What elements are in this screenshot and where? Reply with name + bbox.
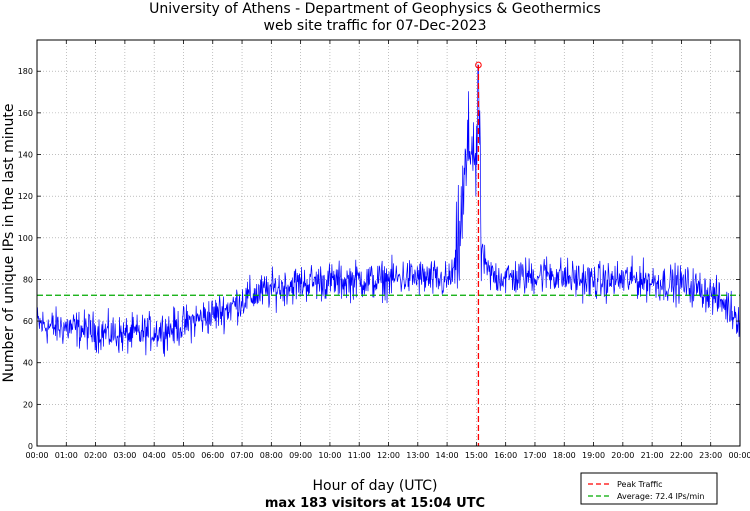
x-tick-label: 04:00 <box>143 451 166 460</box>
x-tick-label: 22:00 <box>670 451 693 460</box>
y-tick-label: 160 <box>18 109 33 118</box>
legend-box <box>580 472 718 505</box>
y-axis-ticks: 0 20 40 60 80 100 120 140 160 180 <box>18 67 740 451</box>
x-tick-label: 00:00 <box>25 451 48 460</box>
x-tick-label: 11:00 <box>348 451 371 460</box>
x-tick-label: 09:00 <box>289 451 312 460</box>
x-tick-label: 06:00 <box>201 451 224 460</box>
x-tick-label: 13:00 <box>406 451 429 460</box>
x-tick-label: 02:00 <box>84 451 107 460</box>
y-tick-label: 180 <box>18 67 33 76</box>
legend-peak-label: Peak Traffic <box>617 480 663 489</box>
grid-lines <box>37 40 740 446</box>
y-tick-label: 80 <box>23 275 33 284</box>
x-tick-label: 05:00 <box>172 451 195 460</box>
traffic-line <box>36 64 741 357</box>
y-tick-label: 100 <box>18 234 33 243</box>
legend: Peak Traffic Average: 72.4 IPs/min <box>580 472 718 505</box>
chart-title: University of Athens - Department of Geo… <box>149 1 601 17</box>
y-tick-label: 60 <box>23 317 33 326</box>
x-tick-label: 19:00 <box>582 451 605 460</box>
traffic-series <box>36 64 741 357</box>
peak-summary: max 183 visitors at 15:04 UTC <box>265 496 485 511</box>
peak-marker <box>475 61 482 69</box>
x-tick-label: 14:00 <box>436 451 459 460</box>
x-axis-ticks: 00:00 01:00 02:00 03:00 04:00 05:00 06:00 07:00… <box>25 40 750 460</box>
x-tick-label: 01:00 <box>55 451 78 460</box>
y-tick-label: 120 <box>18 192 33 201</box>
x-tick-label: 10:00 <box>318 451 341 460</box>
y-tick-label: 20 <box>23 400 33 409</box>
reference-lines <box>37 61 740 446</box>
x-tick-label: 17:00 <box>523 451 546 460</box>
chart-subtitle: web site traffic for 07-Dec-2023 <box>264 18 487 34</box>
y-axis-label: Number of unique IPs in the last minute <box>1 104 17 383</box>
x-tick-label: 03:00 <box>113 451 136 460</box>
x-tick-label: 21:00 <box>641 451 664 460</box>
x-tick-label: 15:00 <box>465 451 488 460</box>
x-tick-label: 07:00 <box>231 451 254 460</box>
x-tick-label: 08:00 <box>260 451 283 460</box>
x-axis-label: Hour of day (UTC) <box>313 478 438 494</box>
y-tick-label: 140 <box>18 151 33 160</box>
x-tick-label: 18:00 <box>553 451 576 460</box>
y-tick-label: 0 <box>28 442 33 451</box>
x-tick-label: 00:00 <box>728 451 750 460</box>
x-tick-label: 23:00 <box>699 451 722 460</box>
x-tick-label: 16:00 <box>494 451 517 460</box>
x-tick-label: 20:00 <box>611 451 634 460</box>
legend-average-label: Average: 72.4 IPs/min <box>617 492 704 501</box>
y-tick-label: 40 <box>23 359 33 368</box>
x-tick-label: 12:00 <box>377 451 400 460</box>
